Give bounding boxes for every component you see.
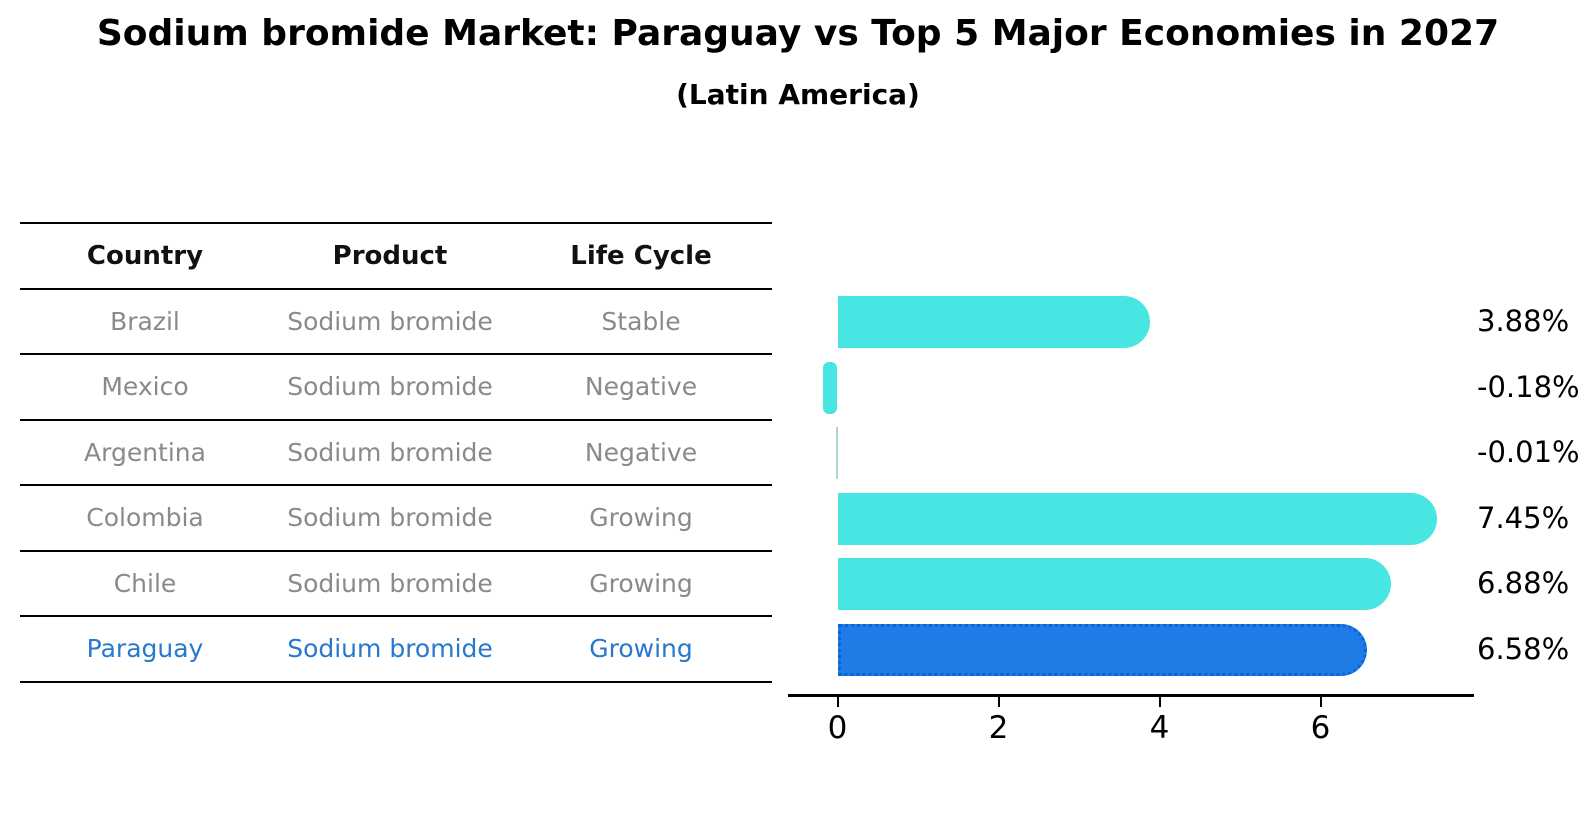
comparison-table: Country Product Life Cycle Brazil Sodium … (20, 222, 772, 683)
table-row: Mexico Sodium bromide Negative (20, 355, 772, 421)
table-header-product: Product (332, 240, 448, 271)
bar-mexico (823, 361, 838, 414)
value-label-colombia: 7.45% (1477, 500, 1570, 535)
x-tick-label-6: 6 (1310, 710, 1331, 746)
table-cell-lifecycle: Negative (584, 372, 698, 402)
table-cell-product: Sodium bromide (287, 568, 493, 598)
table-row: Chile Sodium bromide Growing (20, 552, 772, 617)
bar-paraguay (837, 623, 1368, 676)
table-body: Brazil Sodium bromide Stable Mexico Sodium b… (20, 290, 772, 683)
value-label-argentina: -0.01% (1477, 435, 1580, 469)
x-tick-4 (1158, 697, 1161, 707)
x-tick-label-4: 4 (1149, 710, 1170, 746)
table-cell-product: Sodium bromide (287, 372, 493, 402)
table-cell-product: Sodium bromide (287, 437, 493, 467)
bar-chile (837, 558, 1392, 610)
table-cell-lifecycle: Growing (589, 568, 693, 598)
chart-subtitle: (Latin America) (676, 78, 920, 111)
value-label-brazil: 3.88% (1477, 304, 1570, 338)
table-header-row: Country Product Life Cycle (20, 224, 772, 290)
table-cell-product: Sodium bromide (287, 503, 493, 533)
table-row: Brazil Sodium bromide Stable (20, 290, 772, 355)
table-cell-product: Sodium bromide (287, 306, 493, 336)
x-tick-2 (997, 697, 1000, 707)
x-tick-0 (836, 697, 839, 707)
table-cell-country: Argentina (84, 437, 206, 467)
bar-colombia (837, 492, 1438, 545)
table-row: Colombia Sodium bromide Growing (20, 486, 772, 552)
table-cell-product: Sodium bromide (287, 634, 493, 664)
table-cell-country: Brazil (110, 306, 180, 336)
bar-brazil (837, 296, 1150, 348)
table-cell-lifecycle: Growing (589, 503, 693, 533)
table-cell-country: Colombia (86, 503, 204, 533)
table-header-lifecycle: Life Cycle (570, 240, 712, 271)
value-label-paraguay: 6.58% (1477, 631, 1570, 666)
table-cell-lifecycle: Growing (589, 634, 693, 664)
x-tick-6 (1319, 697, 1322, 707)
table-cell-lifecycle: Stable (601, 306, 681, 336)
value-label-mexico: -0.18% (1477, 369, 1580, 404)
x-axis-line (788, 694, 1474, 697)
chart-title: Sodium bromide Market: Paraguay vs Top 5… (96, 13, 1500, 54)
x-tick-label-2: 2 (988, 710, 1009, 746)
bar-argentina (835, 427, 838, 479)
table-row: Paraguay Sodium bromide Growing (20, 617, 772, 683)
x-tick-label-0: 0 (827, 710, 848, 746)
value-label-chile: 6.88% (1477, 566, 1570, 600)
table-cell-country: Chile (113, 568, 177, 598)
table-cell-country: Paraguay (86, 634, 204, 664)
table-cell-lifecycle: Negative (584, 437, 698, 467)
table-header-country: Country (86, 240, 204, 271)
table-cell-country: Mexico (101, 372, 189, 402)
table-row: Argentina Sodium bromide Negative (20, 421, 772, 486)
